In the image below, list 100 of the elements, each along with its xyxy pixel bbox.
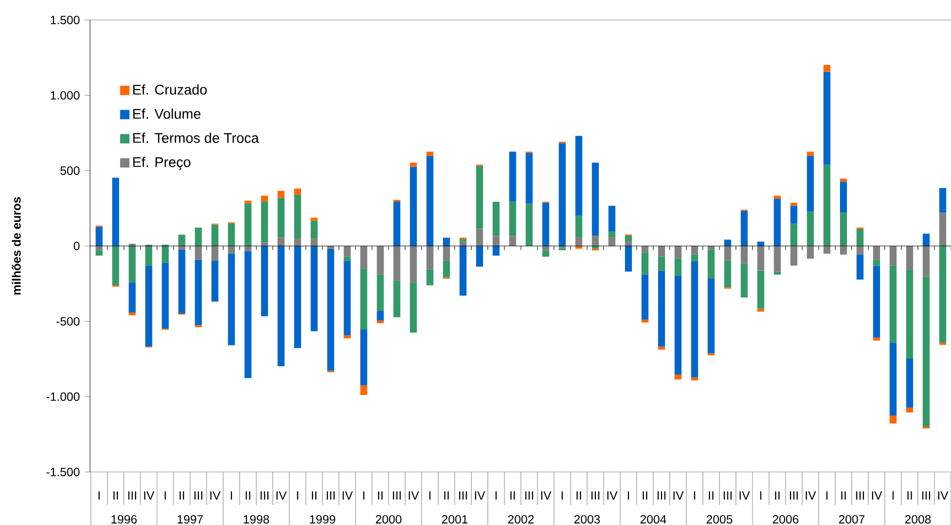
text: 1998 (244, 515, 270, 524)
bar (840, 212, 847, 246)
bar (278, 246, 285, 366)
text: 2001 (442, 515, 468, 524)
y-axis-title: milhões de euros (12, 197, 21, 295)
bar (344, 256, 351, 261)
x-tick-label: I (562, 491, 563, 500)
bar (856, 228, 864, 246)
x-tick-label: IV (607, 491, 618, 500)
bar (261, 246, 268, 316)
bar (310, 238, 318, 246)
bar (492, 202, 500, 236)
bar (774, 196, 781, 199)
bar (376, 246, 384, 275)
text: 1996 (111, 515, 137, 524)
bar (178, 250, 186, 314)
bar (658, 346, 665, 350)
bar (642, 246, 648, 253)
bar (244, 246, 252, 252)
bar (575, 136, 582, 216)
bar (642, 320, 648, 323)
x-tick-label: IV (210, 491, 221, 500)
x-tick-label: II (708, 491, 714, 500)
bar (145, 266, 152, 347)
bar (575, 216, 582, 238)
bar (542, 202, 550, 246)
bar (840, 246, 847, 255)
bar (509, 236, 516, 246)
bar (624, 242, 632, 246)
bar (393, 201, 400, 246)
bar (509, 152, 516, 202)
x-tick-label: I (496, 491, 497, 500)
bar (790, 202, 798, 206)
bar (244, 251, 252, 378)
bar (426, 152, 434, 156)
bar (757, 270, 764, 309)
bar (823, 246, 830, 254)
bar (376, 274, 384, 311)
bar (476, 228, 484, 246)
bar (840, 182, 847, 213)
x-tick-label: II (642, 491, 648, 500)
bar (376, 320, 384, 324)
x-tick-label: III (724, 491, 732, 500)
legend-label: Ef. Volume (133, 108, 200, 119)
x-tick-label: II (312, 491, 316, 500)
bar (526, 203, 533, 246)
x-tick-label: IV (938, 491, 948, 500)
bar (890, 246, 897, 266)
bar (261, 201, 268, 242)
x-tick-label: IV (872, 491, 882, 500)
bar (658, 246, 665, 257)
bar (624, 236, 632, 242)
bar (642, 252, 648, 275)
bar (443, 238, 450, 246)
bar (873, 266, 880, 338)
y-tick-label: 0 (74, 242, 80, 250)
x-tick-label: IV (342, 491, 353, 500)
bar (278, 190, 285, 198)
bar (740, 246, 748, 264)
text: 2003 (574, 515, 600, 524)
x-tick-label: I (98, 491, 100, 500)
bar (128, 246, 136, 283)
bar (757, 308, 764, 312)
bar (96, 246, 103, 250)
bar (410, 162, 417, 167)
bar (708, 250, 715, 279)
bar (360, 246, 368, 269)
bar (261, 196, 268, 202)
bar (344, 260, 351, 336)
bar (906, 246, 914, 270)
bar (492, 236, 500, 246)
bar (492, 246, 500, 256)
x-tick-label: I (628, 491, 630, 500)
x-tick-label: II (113, 491, 118, 500)
bar (806, 246, 814, 259)
bar (806, 212, 814, 246)
x-tick-label: II (510, 491, 515, 500)
bar (476, 166, 484, 229)
x-tick-label: IV (673, 491, 684, 500)
bar (906, 270, 914, 359)
text: 2008 (905, 515, 931, 524)
bar (410, 246, 417, 283)
bar (310, 220, 318, 239)
bar (922, 276, 930, 426)
x-tick-label: I (230, 491, 232, 500)
x-tick-label: III (128, 491, 136, 500)
x-tick-label: III (658, 491, 666, 500)
text: 2004 (640, 515, 666, 524)
bar (608, 206, 616, 232)
bar (856, 254, 864, 280)
bar (112, 178, 120, 246)
bar (278, 237, 285, 246)
bar (691, 377, 698, 380)
x-tick-label: IV (740, 491, 750, 500)
x-tick-label: II (180, 491, 184, 500)
bar (426, 246, 434, 270)
bar (96, 226, 103, 246)
bar (278, 198, 285, 238)
x-tick-label: I (429, 491, 431, 500)
bar (228, 246, 235, 254)
